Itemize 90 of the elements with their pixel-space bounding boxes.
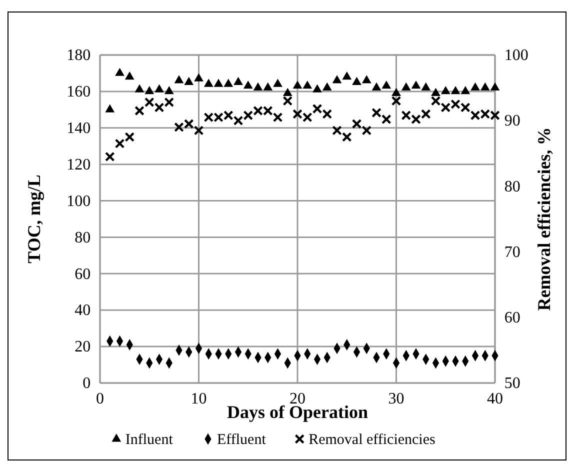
y-tick-label: 140	[66, 120, 91, 138]
point	[470, 82, 480, 91]
y-tick-label: 160	[66, 84, 91, 101]
point	[411, 80, 421, 89]
point	[460, 86, 470, 94]
y-tick-label: 100	[66, 192, 91, 210]
point	[253, 82, 263, 91]
point	[391, 96, 402, 106]
point	[411, 114, 421, 124]
point	[154, 102, 164, 112]
point	[282, 88, 292, 96]
x-tick-label: 40	[487, 390, 503, 408]
legend-label: Influent	[125, 432, 174, 448]
y-tick-label: 120	[66, 156, 91, 174]
x-tick-label: 10	[190, 390, 207, 408]
point	[233, 116, 244, 126]
point	[322, 82, 332, 91]
point	[104, 152, 115, 162]
x-tick-label: 30	[388, 390, 404, 408]
y-tick-label: 60	[74, 266, 91, 283]
y-axis-title: TOC, mg/L	[24, 174, 44, 264]
point	[105, 104, 115, 112]
point	[362, 126, 372, 136]
legend-label: Removal efficiencies	[308, 432, 436, 448]
point	[392, 88, 401, 96]
point	[144, 97, 154, 108]
point	[332, 126, 342, 136]
point	[362, 75, 372, 84]
x-tick-label: 0	[96, 390, 104, 408]
point	[312, 84, 322, 92]
point	[322, 109, 332, 119]
y2-tick-label: 50	[504, 375, 520, 392]
point	[352, 118, 362, 129]
y-tick-label: 0	[82, 375, 91, 392]
point	[401, 82, 411, 91]
y-tick-label: 180	[66, 47, 91, 64]
point	[134, 106, 144, 116]
point	[273, 78, 282, 87]
point	[194, 73, 204, 82]
point	[243, 80, 253, 89]
point	[382, 80, 392, 89]
point	[352, 76, 362, 86]
point	[124, 71, 134, 80]
point	[115, 68, 124, 76]
y2-tick-label: 90	[504, 112, 520, 130]
y2-tick-label: 80	[504, 178, 520, 196]
point	[302, 80, 312, 89]
point	[164, 97, 174, 108]
point	[342, 71, 352, 80]
point	[214, 78, 224, 87]
point	[144, 86, 154, 94]
point	[114, 138, 125, 148]
point	[184, 76, 194, 86]
point	[312, 104, 322, 114]
point	[480, 82, 490, 91]
y-tick-label: 80	[74, 229, 91, 246]
point	[420, 109, 431, 119]
point	[431, 88, 440, 96]
point	[263, 82, 273, 91]
point	[282, 96, 293, 106]
point	[332, 75, 342, 84]
y2-tick-label: 100	[504, 47, 528, 64]
point	[174, 75, 184, 84]
point	[372, 82, 382, 91]
point	[154, 84, 164, 92]
point	[450, 86, 460, 94]
point	[401, 110, 412, 120]
point	[243, 110, 254, 120]
point	[272, 112, 283, 122]
point	[124, 132, 135, 142]
point	[234, 76, 243, 86]
y-tick-label: 40	[74, 302, 91, 320]
point	[430, 96, 441, 106]
point	[490, 82, 500, 91]
point	[421, 82, 431, 91]
point	[194, 126, 204, 136]
point	[342, 132, 352, 142]
point	[204, 78, 214, 87]
point	[381, 114, 392, 124]
legend-label: Effluent	[217, 432, 267, 448]
point	[372, 108, 382, 118]
y-tick-label: 20	[74, 338, 91, 356]
point	[440, 86, 450, 94]
point	[292, 80, 302, 89]
y2-axis-title: Removal efficiencies, %	[534, 127, 554, 311]
point	[164, 86, 174, 94]
y2-tick-label: 60	[504, 310, 520, 327]
point	[224, 78, 234, 87]
point	[134, 84, 144, 92]
y2-tick-label: 70	[504, 244, 520, 261]
